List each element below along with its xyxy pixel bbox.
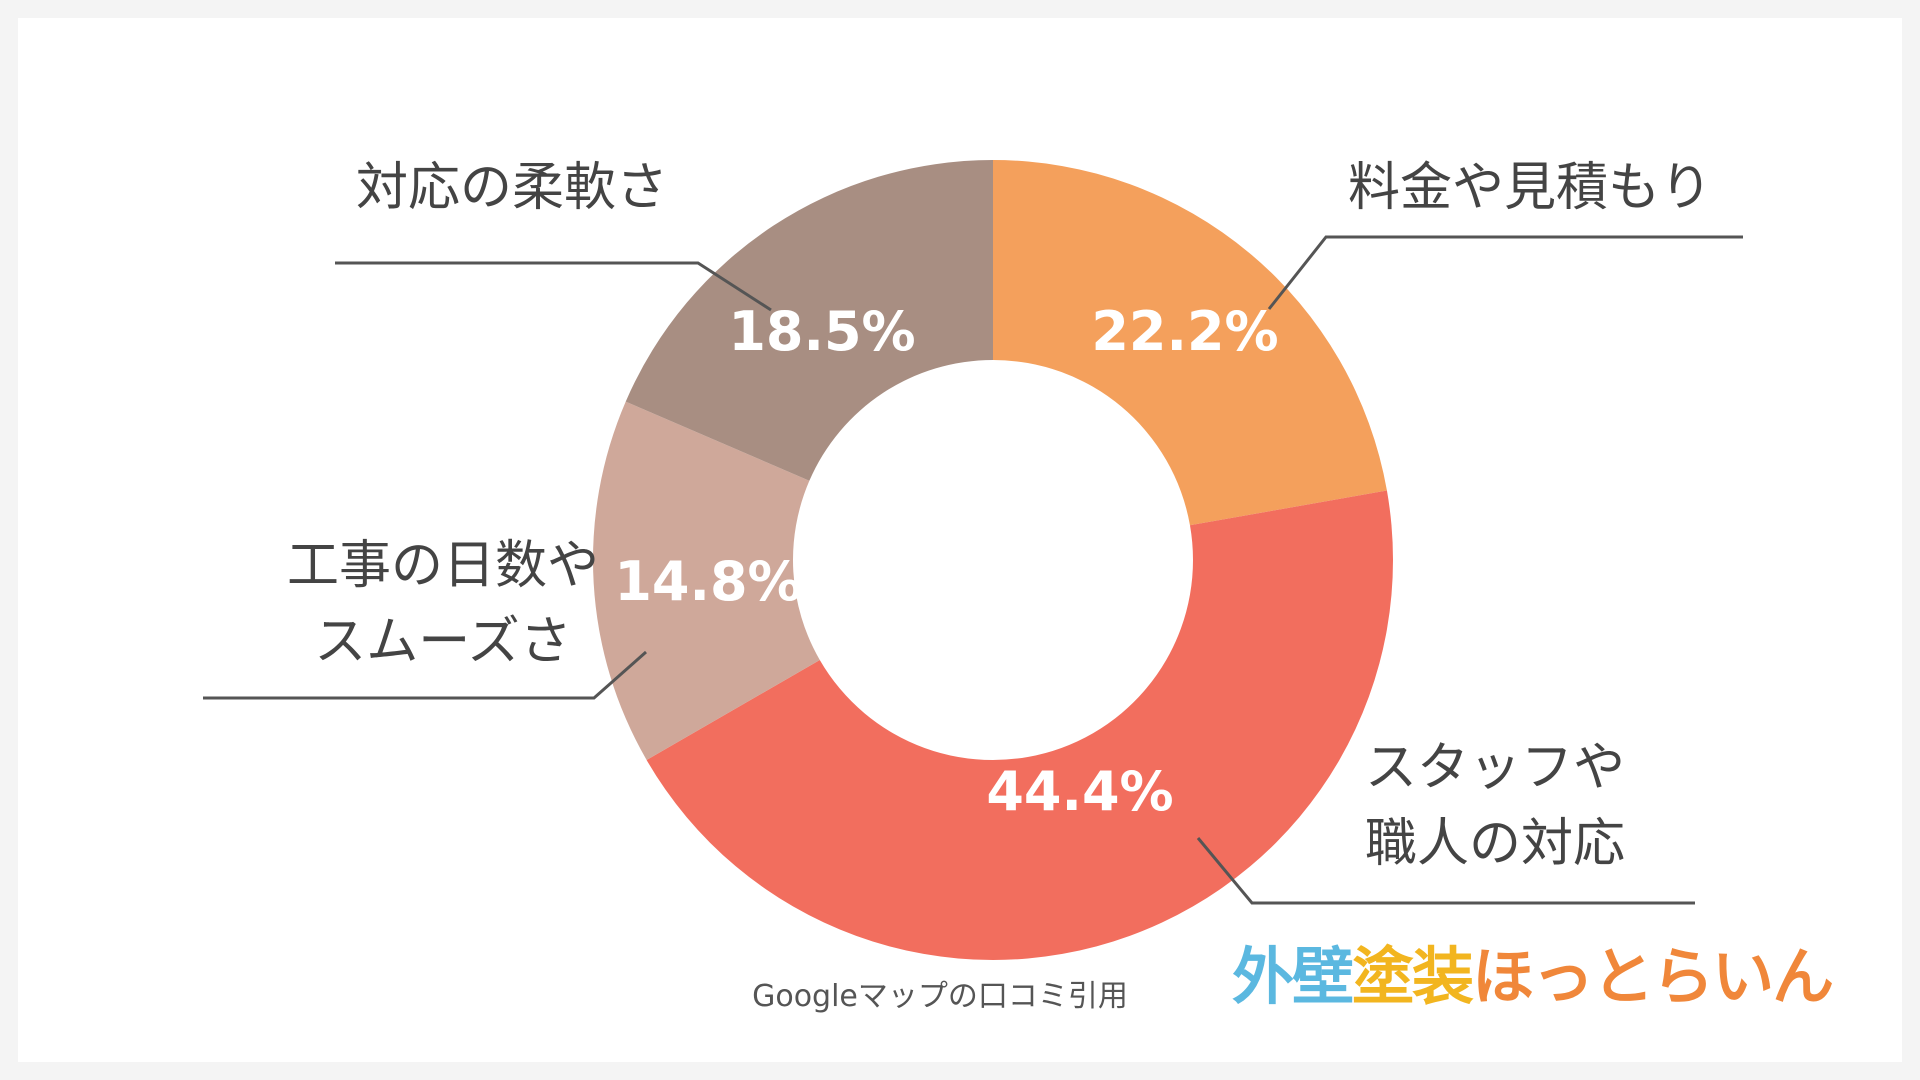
callout-lines [203,235,1743,905]
logo-char: い [1712,940,1774,1013]
category-label: 対応の柔軟さ [356,158,668,218]
logo-char: 壁 [1292,940,1354,1013]
slice-2 [646,490,1393,960]
callout-line [1267,235,1743,310]
callout-line [335,261,772,312]
slice-4 [625,160,993,481]
logo-char: 外 [1232,940,1294,1013]
logo-char: ほ [1472,940,1534,1013]
logo-char: 装 [1412,940,1474,1013]
callout-line [203,650,647,700]
category-label-line: 職人の対応 [1365,814,1625,874]
slice-value-label: 14.8% [614,550,801,613]
logo-char: ら [1652,940,1714,1013]
slice-value-label: 18.5% [728,300,915,363]
donut-slices [593,160,1393,960]
logo-char: 塗 [1352,940,1414,1013]
logo-char: っ [1532,940,1594,1013]
category-label-line: 料金や見積もり [1348,158,1712,218]
callout-line [1196,837,1695,905]
slice-1 [993,160,1387,526]
category-label-line: スタッフや [1365,738,1625,798]
slice-3 [593,401,820,760]
category-label: 料金や見積もり [1348,158,1712,218]
source-note: Googleマップの口コミ引用 [752,979,1128,1014]
brand-logo: 外壁塗装ほっとらいん [1232,940,1834,1013]
logo-char: ん [1772,940,1834,1013]
slice-value-label: 44.4% [986,760,1173,823]
logo-char: と [1592,940,1654,1013]
category-label: スタッフや職人の対応 [1365,738,1625,874]
category-label: 工事の日数やスムーズさ [287,536,599,672]
category-label-line: 工事の日数や [287,536,599,596]
slice-value-labels: 22.2% 44.4% 14.8% 18.5% [614,300,1278,823]
category-label-line: 対応の柔軟さ [356,158,668,218]
category-label-line: スムーズさ [314,612,571,672]
slice-value-label: 22.2% [1091,300,1278,363]
